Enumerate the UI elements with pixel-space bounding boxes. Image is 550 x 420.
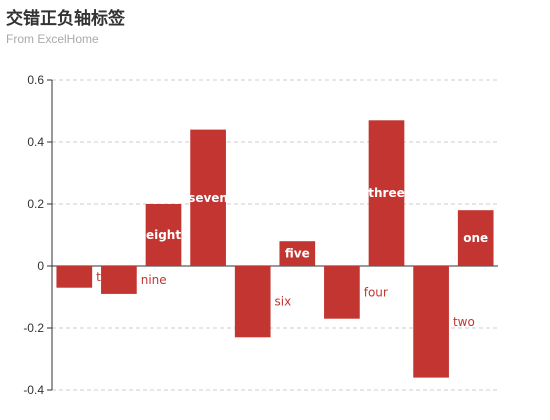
bar-six: [234, 266, 271, 338]
bar-four: [324, 266, 360, 319]
bar-label-eight: eight: [146, 228, 181, 242]
bar-five: [279, 241, 316, 266]
bar-label-seven: seven: [188, 191, 228, 205]
y-tick-label: -0.4: [23, 383, 44, 397]
bar-label-four: four: [364, 285, 388, 299]
bar-two: [413, 266, 449, 378]
bar-eight: [145, 204, 182, 266]
y-tick-label: 0.4: [27, 135, 44, 149]
y-tick-label: 0.6: [27, 73, 44, 87]
bar-label-six: six: [275, 295, 292, 309]
y-tick-label: -0.2: [23, 321, 44, 335]
bar-label-ten: t: [96, 270, 101, 284]
bar-nine: [101, 266, 137, 294]
bar-label-three: three: [368, 186, 404, 200]
chart-title: 交错正负轴标签: [6, 9, 125, 29]
bar-label-one: one: [463, 231, 488, 245]
bar-label-five: five: [285, 247, 310, 261]
bar-label-two: two: [453, 315, 475, 329]
y-tick-label: 0.2: [27, 197, 44, 211]
bar-one: [457, 210, 494, 266]
bar-seven: [190, 129, 226, 266]
bar-ten: [56, 266, 93, 288]
chart-subtitle: From ExcelHome: [6, 32, 99, 46]
bar-three: [368, 120, 405, 266]
bar-label-nine: nine: [141, 273, 167, 287]
y-tick-label: 0: [37, 259, 44, 273]
